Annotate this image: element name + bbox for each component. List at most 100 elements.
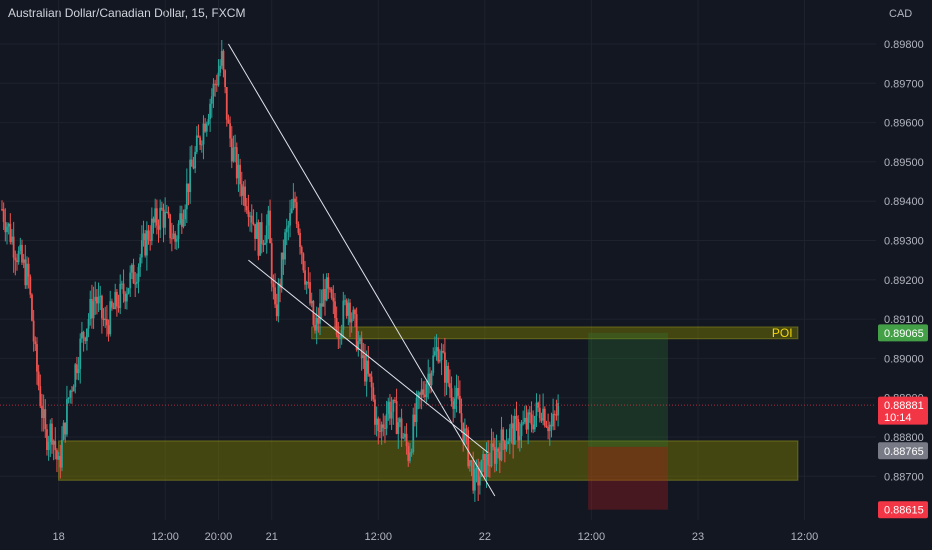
candle-body — [422, 389, 425, 395]
price-badge-value: 0.88765 — [884, 446, 924, 458]
candle-body — [552, 413, 555, 427]
candle-body — [390, 411, 393, 419]
candle-body — [528, 412, 531, 415]
x-tick-label: 23 — [692, 531, 704, 543]
candle-body — [475, 468, 478, 470]
candle-body — [322, 289, 325, 307]
price-badge-value: 0.88615 — [884, 505, 924, 517]
candle-body — [132, 264, 135, 284]
candle-body — [289, 212, 291, 226]
candle-body — [275, 304, 278, 317]
candle-body — [110, 301, 113, 308]
candle-body — [335, 318, 338, 335]
candle-body — [179, 213, 182, 224]
candle-body — [505, 444, 508, 450]
price-badge-countdown: 10:14 — [884, 412, 912, 424]
candle-body — [169, 214, 172, 239]
candle-body — [492, 443, 495, 448]
candle-body — [352, 309, 355, 319]
candle-body — [26, 263, 28, 286]
candle-body — [382, 424, 385, 428]
candle-body — [478, 476, 481, 486]
candle-body — [407, 446, 410, 462]
candle-body — [142, 233, 145, 241]
candle-body — [274, 287, 276, 305]
candle-body — [21, 244, 23, 263]
candle-body — [310, 300, 313, 304]
candle-body — [409, 452, 411, 462]
candle-body — [77, 368, 80, 374]
candle-body — [314, 324, 316, 331]
candle-body — [305, 282, 308, 285]
candle-body — [315, 317, 318, 331]
candle-body — [508, 428, 511, 442]
candle-body — [160, 207, 163, 210]
candle-body — [219, 65, 222, 73]
candle-body — [540, 418, 543, 421]
candle-body — [154, 208, 157, 223]
x-tick-label: 21 — [266, 531, 278, 543]
candle-body — [87, 319, 90, 329]
candle-body — [364, 355, 366, 382]
candle-body — [487, 454, 490, 466]
candle-body — [194, 151, 197, 169]
candle-body — [41, 405, 43, 419]
candle-body — [244, 186, 246, 207]
candle-body — [89, 298, 92, 320]
candle-body — [395, 401, 398, 434]
candle-body — [255, 222, 258, 239]
candle-body — [167, 211, 170, 215]
y-tick-label: 0.89800 — [884, 39, 924, 51]
candle-body — [457, 387, 460, 396]
candle-body — [337, 334, 340, 339]
y-tick-label: 0.88700 — [884, 471, 924, 483]
candle-body — [157, 225, 160, 230]
candle-body — [429, 373, 431, 386]
candle-body — [115, 291, 118, 307]
candle-body — [254, 224, 256, 239]
candle-body — [515, 415, 518, 419]
candle-body — [332, 297, 335, 302]
candle-body — [512, 423, 515, 445]
candle-body — [122, 283, 125, 294]
price-badge-bg — [878, 442, 928, 460]
candle-body — [434, 351, 436, 356]
candle-body — [82, 331, 85, 338]
candle-body — [537, 402, 540, 408]
candle-body — [377, 418, 380, 431]
y-tick-label: 0.89300 — [884, 236, 924, 248]
candle-body — [455, 387, 458, 399]
candle-body — [447, 365, 450, 384]
candle-body — [62, 422, 65, 440]
candle-body — [252, 222, 255, 225]
candle-body — [302, 253, 305, 271]
candle-body — [11, 236, 13, 242]
candle-body — [467, 430, 470, 467]
y-tick-label: 0.89600 — [884, 118, 924, 130]
candle-body — [17, 250, 20, 263]
y-tick-label: 0.89000 — [884, 353, 924, 365]
x-tick-label: 12:00 — [578, 531, 606, 543]
candle-body — [339, 338, 341, 340]
candle-body — [239, 164, 241, 185]
candle-body — [483, 454, 486, 477]
candle-body — [214, 83, 217, 85]
candle-body — [294, 198, 296, 203]
candle-body — [69, 390, 72, 398]
candle-body — [222, 50, 225, 71]
candle-body — [300, 247, 303, 254]
candle-body — [392, 399, 395, 412]
candle-body — [185, 183, 188, 210]
candle-body — [47, 442, 50, 450]
candle-body — [145, 230, 148, 256]
price-badge-value: 0.88881 — [884, 400, 924, 412]
poi-label: POI — [772, 326, 793, 340]
candle-body — [397, 422, 400, 434]
candle-body — [437, 347, 440, 362]
candle-body — [507, 441, 510, 445]
candle-body — [297, 224, 300, 233]
candle-body — [46, 429, 48, 450]
candle-body — [414, 414, 416, 423]
candle-body — [542, 408, 545, 421]
